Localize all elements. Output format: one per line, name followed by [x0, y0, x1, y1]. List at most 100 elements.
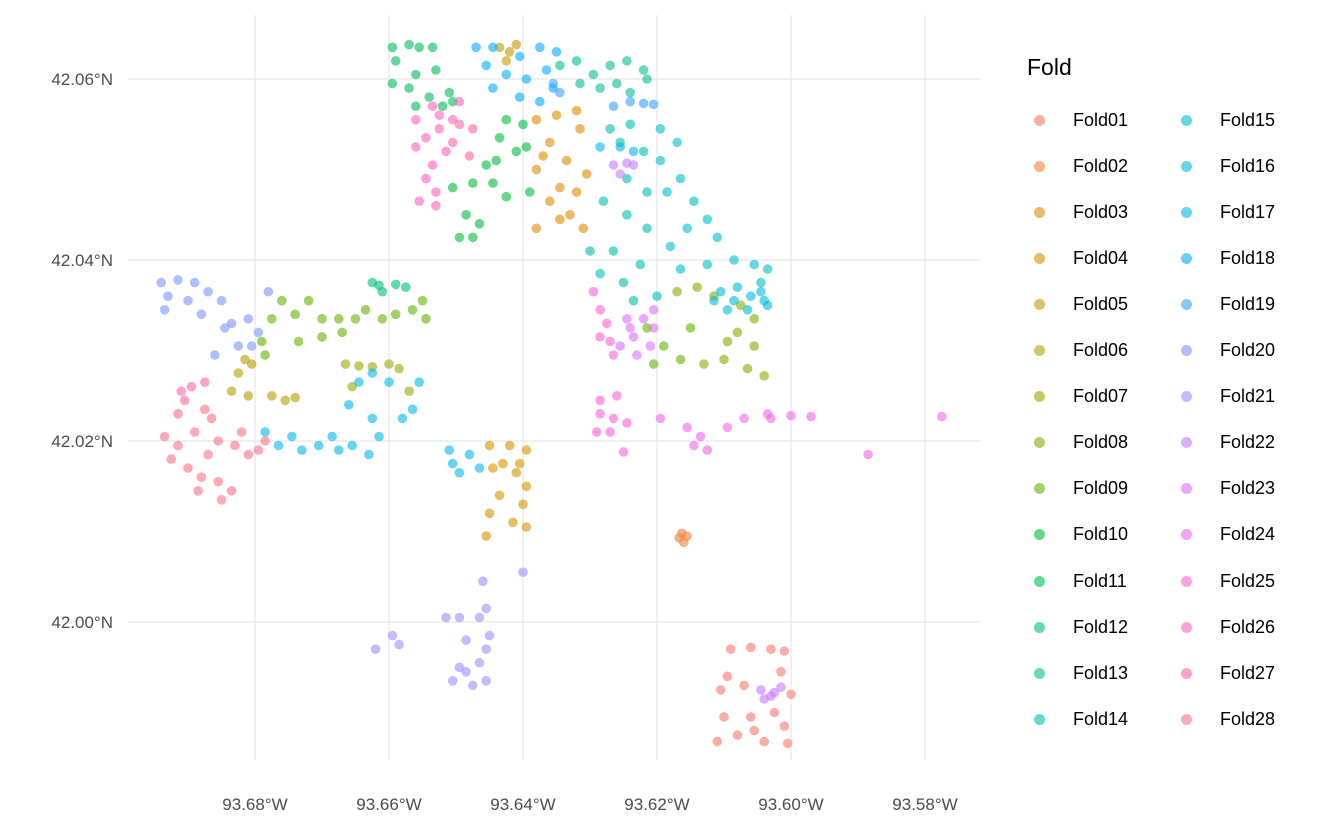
data-point [662, 187, 672, 197]
legend-label: Fold25 [1220, 570, 1276, 591]
data-point [622, 210, 632, 220]
data-point [203, 286, 213, 297]
legend-key-dot-icon [1181, 206, 1192, 218]
data-point [608, 413, 619, 424]
data-point [468, 232, 478, 243]
data-point [407, 404, 418, 415]
data-point [173, 409, 183, 419]
legend-label: Fold15 [1220, 109, 1276, 130]
data-point [551, 47, 562, 57]
data-point [709, 295, 719, 306]
series-fold20 [156, 275, 274, 360]
series-fold18 [471, 42, 562, 107]
legend-key-dot-icon [1034, 206, 1045, 218]
data-point [461, 210, 471, 220]
data-point [712, 232, 723, 243]
legend-item: Fold26 [1167, 615, 1275, 639]
legend-key-dot-icon [1181, 437, 1192, 449]
data-point [243, 391, 254, 401]
data-point [732, 730, 743, 740]
data-point [334, 314, 344, 324]
data-point [632, 350, 642, 360]
data-point [377, 314, 388, 324]
legend-key-dot-icon [1034, 529, 1045, 541]
series-fold21 [370, 567, 528, 691]
data-point [226, 386, 237, 397]
data-point [689, 196, 699, 206]
data-point [571, 56, 582, 66]
data-point [377, 286, 388, 297]
data-point [206, 413, 217, 424]
series-fold10 [447, 114, 535, 243]
data-point [602, 318, 612, 329]
data-point [722, 336, 733, 347]
legend-label: Fold22 [1220, 432, 1276, 453]
data-point [494, 42, 505, 53]
data-point [766, 691, 776, 701]
legend-label: Fold27 [1220, 662, 1276, 683]
series-fold25 [588, 286, 632, 457]
legend-item: Fold10 [1020, 523, 1128, 547]
data-point [595, 332, 605, 342]
legend-item: Fold23 [1167, 477, 1275, 501]
series-fold11 [387, 39, 458, 111]
data-point [618, 447, 629, 457]
data-point [468, 178, 478, 188]
data-point [756, 286, 766, 297]
data-point [739, 413, 749, 424]
data-point [762, 300, 773, 311]
legend-label: Fold19 [1220, 293, 1276, 314]
data-point [749, 259, 759, 270]
data-point [648, 99, 659, 110]
data-point [548, 78, 558, 89]
data-point [595, 268, 605, 279]
data-point [404, 39, 414, 50]
data-point [444, 445, 455, 455]
data-point [360, 305, 371, 315]
data-point [581, 169, 592, 179]
data-point [390, 309, 401, 320]
data-point [561, 155, 572, 166]
legend-label: Fold18 [1220, 247, 1276, 268]
series-fold14 [585, 119, 662, 306]
data-point [454, 467, 465, 478]
data-point [394, 639, 404, 650]
data-point [756, 685, 766, 695]
legend-label: Fold13 [1073, 662, 1129, 683]
data-point [350, 314, 361, 324]
data-point [545, 137, 555, 148]
data-point [340, 359, 351, 369]
data-point [216, 495, 227, 505]
data-point [230, 440, 240, 451]
legend-item: Fold19 [1167, 292, 1275, 316]
data-point [387, 630, 398, 641]
data-point [226, 486, 237, 496]
data-point [424, 92, 435, 102]
data-point [173, 275, 183, 285]
data-point [605, 60, 615, 71]
data-point [608, 101, 619, 111]
data-point [233, 341, 244, 351]
y-tick-label: 42.02°N [51, 432, 113, 451]
legend-item: Fold12 [1020, 615, 1128, 639]
data-point [481, 160, 492, 170]
legend-item: Fold27 [1167, 661, 1275, 685]
data-point [571, 187, 582, 197]
data-point [196, 309, 207, 320]
data-point [401, 282, 411, 293]
data-point [514, 51, 525, 62]
legend-label: Fold17 [1220, 201, 1276, 222]
legend-item: Fold14 [1020, 707, 1128, 731]
data-point [524, 187, 535, 197]
legend-item: Fold18 [1167, 246, 1275, 270]
data-point [514, 92, 525, 102]
data-point [725, 644, 736, 654]
legend-item: Fold07 [1020, 385, 1128, 409]
legend-item: Fold04 [1020, 246, 1128, 270]
data-point [441, 146, 451, 157]
data-point [277, 295, 287, 306]
data-point [253, 327, 264, 338]
data-point [538, 151, 548, 161]
data-point [759, 736, 769, 747]
